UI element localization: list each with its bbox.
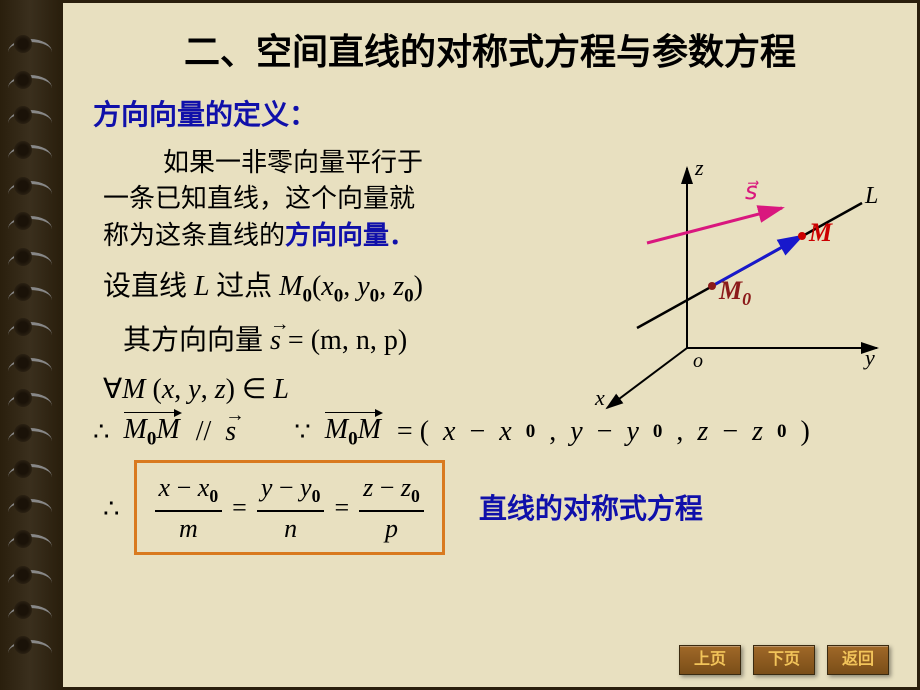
frac-z: z − z0 p [359,473,424,543]
nav-buttons: 上页 下页 返回 [679,645,889,675]
M0-label: M0 [718,276,751,309]
L-label: L [864,183,878,209]
point-M [798,232,806,240]
s-label: s⃗ [745,179,759,205]
symmetric-equation-row: ∴ x − x0 m = y − y0 n = z − z0 p 直线的对称式方… [93,460,887,554]
point-M0 [708,282,716,290]
axis-y-label: y [863,345,875,370]
axis-x-label: x [594,385,605,410]
spiral-binding [0,0,60,690]
axis-z-label: z [694,155,704,180]
vector-s [647,208,782,243]
definition-text: 如果一非零向量平行于 一条已知直线，这个向量就 称为这条直线的方向向量． [103,145,603,254]
def-highlight: 方向向量． [285,221,415,250]
back-button[interactable]: 返回 [827,645,889,675]
x-axis [607,348,687,408]
parallel-line: ∴ M0M // s ∵ M0M = (x − x0, y − y0, z − … [93,414,887,451]
def-line1: 如果一非零向量平行于 [163,148,423,177]
M-label: M [808,218,833,247]
symmetric-eq-label: 直线的对称式方程 [479,487,703,527]
def-line3a: 称为这条直线的 [103,221,285,250]
frac-y: y − y0 n [257,473,325,543]
coordinate-diagram: z y x o L s⃗ M M0 [577,153,887,413]
next-button[interactable]: 下页 [753,645,815,675]
prev-button[interactable]: 上页 [679,645,741,675]
definition-heading: 方向向量的定义： [93,93,887,133]
symmetric-equation-box: x − x0 m = y − y0 n = z − z0 p [134,460,445,554]
origin-label: o [693,350,703,372]
def-line2: 一条已知直线，这个向量就 [103,184,415,213]
slide-page: 二、空间直线的对称式方程与参数方程 方向向量的定义： 如果一非零向量平行于 一条… [60,0,920,690]
frac-x: x − x0 m [155,473,223,543]
page-title: 二、空间直线的对称式方程与参数方程 [93,23,887,75]
